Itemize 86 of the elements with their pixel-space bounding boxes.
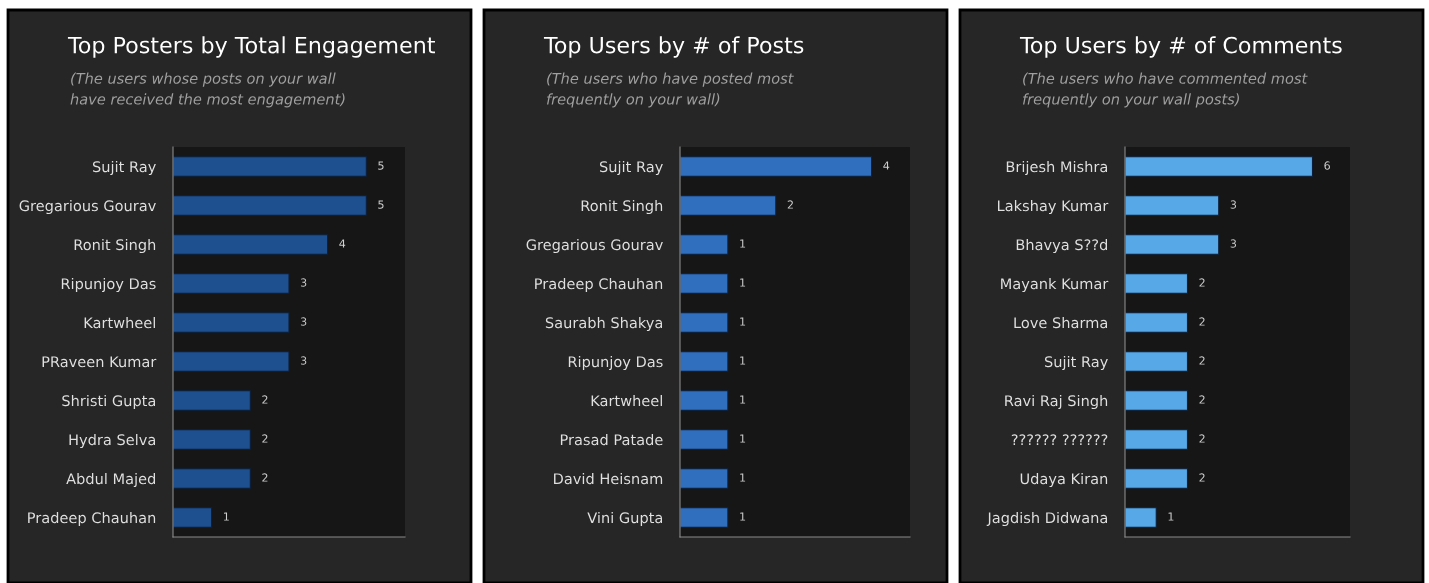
chart-subtitle: (The users who have commented most frequently on your wall posts) [1022,72,1308,108]
bar [1125,195,1220,216]
y-tick-label: Udaya Kiran [1020,472,1108,488]
data-label: 2 [1199,473,1205,482]
y-tick-label: Ronit Singh [581,199,663,215]
data-label: 3 [1230,239,1237,248]
y-tick-label: Vini Gupta [587,511,663,527]
y-tick-label: PRaveen Kumar [42,356,157,368]
y-tick-label: Love Sharma [1014,316,1108,329]
y-tick-label: ?????? ?????? [1011,434,1108,446]
bar [173,195,367,216]
chart-subtitle: (The users who have posted most frequently on your wall) [546,72,794,108]
chart-subtitle: (The users whose posts on your wall have received the most engagement) [70,72,345,108]
data-label: 3 [300,356,307,365]
data-label: 3 [1230,200,1237,209]
bar [173,429,251,450]
data-label: 2 [787,200,793,209]
bar [1125,351,1189,372]
y-tick-label: Hydra Selva [69,433,155,449]
bar [1125,429,1189,450]
y-tick-label: Pradeep Chauhan [28,511,156,527]
y-tick-label: Gregarious Gourav [19,199,156,215]
y-tick-label: Mayank Kumar [1001,277,1109,293]
y-tick-label: Saurabh Shakya [545,316,663,332]
data-label: 1 [1168,512,1174,521]
y-tick-label: Kartwheel [591,394,662,407]
bar [173,468,251,489]
bar [173,234,329,255]
data-label: 1 [740,278,746,287]
y-tick-label: Ravi Raj Singh [1005,394,1108,410]
data-label: 1 [740,473,746,482]
data-label: 5 [378,161,384,170]
data-label: 4 [339,239,346,248]
data-label: 6 [1324,161,1330,170]
data-label: 1 [740,356,746,365]
data-label: 1 [740,512,746,521]
y-tick-label: Ronit Singh [74,238,156,254]
y-tick-label: Brijesh Mishra [1006,160,1108,176]
bar [1125,468,1189,489]
y-tick-label: Ripunjoy Das [61,277,156,293]
bar [173,390,251,411]
y-tick-label: Sujit Ray [92,160,156,176]
bar [173,273,290,294]
y-tick-label: Abdul Majed [66,472,156,488]
data-label: 3 [300,317,307,326]
bar [173,312,290,333]
data-label: 2 [262,434,268,443]
data-label: 1 [740,239,746,248]
data-label: 2 [1199,356,1205,365]
y-tick-label: Sujit Ray [1044,355,1108,371]
chart-title: Top Users by # of Comments [1019,36,1342,58]
bar [1125,507,1157,528]
data-label: 1 [224,512,229,521]
data-label: 1 [740,395,746,404]
y-tick-label: Bhavya S??d [1016,238,1107,254]
bar [173,507,213,528]
y-tick-label: Jagdish Didwana [986,511,1108,527]
bar [173,351,290,372]
data-label: 2 [1199,278,1205,287]
data-label: 2 [262,473,268,482]
bar [173,156,367,177]
data-label: 4 [883,161,890,170]
bar [1125,312,1189,333]
data-label: 5 [378,200,384,209]
bar [1125,234,1220,255]
y-tick-label: Ripunjoy Das [568,355,663,371]
y-tick-label: Kartwheel [84,316,155,329]
y-tick-label: Lakshay Kumar [998,199,1109,215]
y-tick-label: Gregarious Gourav [526,238,663,254]
y-tick-label: David Heisnam [554,472,663,485]
data-label: 2 [1199,434,1205,443]
y-tick-label: Pradeep Chauhan [535,277,663,293]
bar [1125,156,1314,177]
data-label: 1 [740,317,746,326]
y-tick-label: Sujit Ray [599,160,663,176]
data-label: 2 [1199,395,1205,404]
y-tick-label: Shristi Gupta [62,394,156,410]
chart-title: Top Posters by Total Engagement [67,36,435,58]
data-label: 1 [740,434,746,443]
chart-title: Top Users by # of Posts [543,36,804,58]
data-label: 2 [262,395,268,404]
data-label: 2 [1199,317,1205,326]
bar [1125,273,1189,294]
y-tick-label: Prasad Patade [560,433,663,446]
data-label: 3 [300,278,307,287]
bar [1125,390,1189,411]
